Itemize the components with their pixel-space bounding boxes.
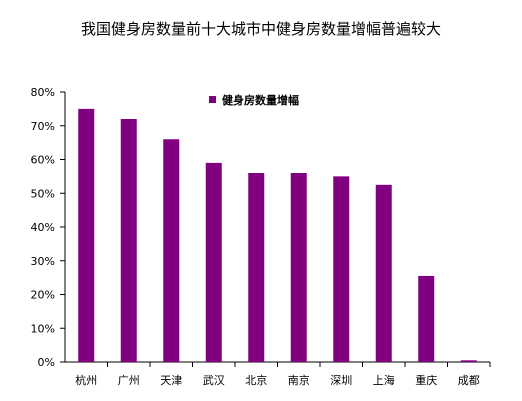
bar-广州 <box>120 119 137 362</box>
y-tick-label: 80% <box>31 86 55 99</box>
y-tick-label: 20% <box>31 289 55 302</box>
bar-杭州 <box>78 108 95 362</box>
y-tick-label: 0% <box>38 356 55 369</box>
x-tick-label: 深圳 <box>330 374 352 387</box>
x-tick-label: 上海 <box>373 373 395 387</box>
x-tick-label: 南京 <box>288 373 310 387</box>
x-tick-label: 杭州 <box>75 373 97 387</box>
bar-重庆 <box>418 275 435 362</box>
x-tick-label: 成都 <box>458 374 480 387</box>
y-axis: 0% 10% 20% 30% 40% 50% 60% 70% 80% <box>31 86 66 369</box>
x-tick-label: 北京 <box>245 373 267 387</box>
legend: 健身房数量增幅 <box>209 93 299 107</box>
y-tick-label: 30% <box>31 255 55 268</box>
bar-南京 <box>290 173 307 362</box>
chart-title: 我国健身房数量前十大城市中健身房数量增幅普遍较大 <box>80 20 441 38</box>
x-tick-label: 广州 <box>118 374 140 387</box>
y-tick-label: 70% <box>31 120 55 133</box>
legend-label: 健身房数量增幅 <box>222 93 299 107</box>
bars <box>78 108 477 362</box>
bar-成都 <box>460 360 477 362</box>
x-axis: 杭州 广州 天津 武汉 北京 南京 深圳 上海 重庆 成都 <box>65 361 491 387</box>
bar-上海 <box>375 184 392 362</box>
legend-swatch <box>209 96 216 103</box>
bar-武汉 <box>205 162 222 362</box>
y-tick-label: 60% <box>31 154 55 167</box>
y-tick-label: 50% <box>31 187 55 200</box>
y-tick-label: 10% <box>31 322 55 335</box>
bar-北京 <box>248 173 265 362</box>
bar-天津 <box>163 139 180 362</box>
bar-深圳 <box>333 176 350 362</box>
x-tick-label: 重庆 <box>415 373 437 387</box>
x-tick-label: 武汉 <box>203 374 225 387</box>
y-tick-label: 40% <box>31 221 55 234</box>
x-tick-label: 天津 <box>160 374 182 387</box>
